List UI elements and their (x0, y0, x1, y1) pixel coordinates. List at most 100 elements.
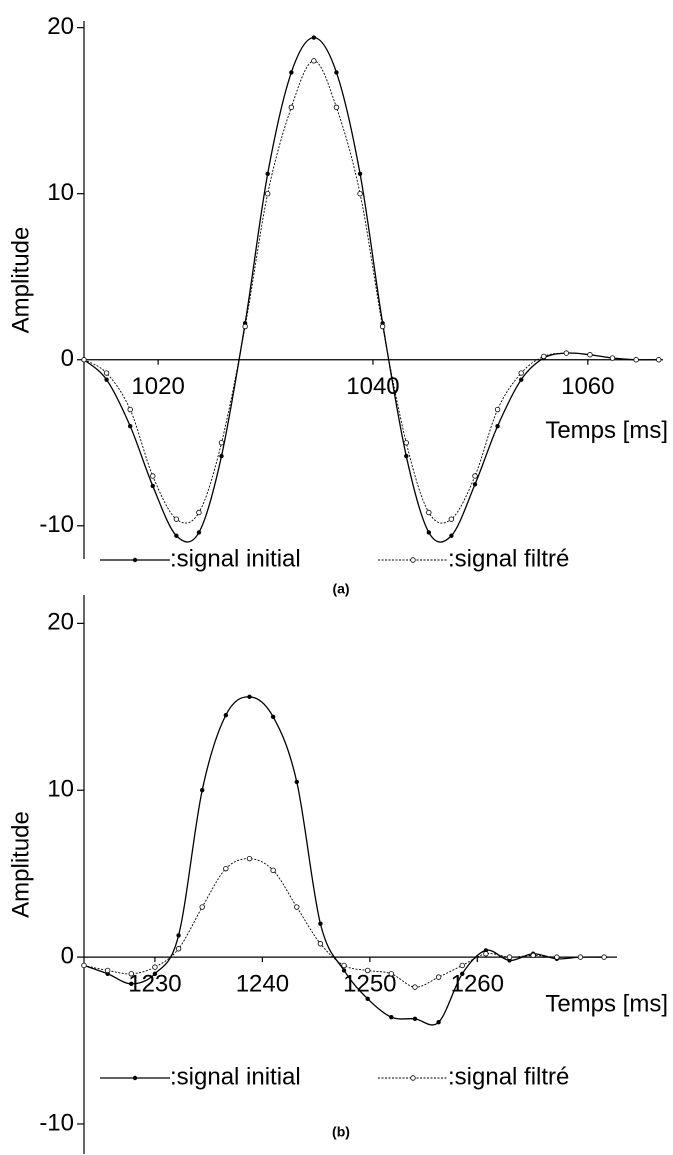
marker (264, 190, 271, 197)
marker (200, 788, 205, 793)
y-axis-label: Amplitude (7, 811, 34, 918)
marker (633, 357, 639, 363)
marker (128, 971, 134, 977)
y-tick-label: 0 (61, 345, 74, 372)
marker (132, 557, 138, 563)
x-axis-label: Temps [ms] (545, 990, 668, 1017)
y-tick-label: 10 (47, 776, 74, 803)
marker (436, 1019, 441, 1025)
marker (311, 58, 317, 64)
marker (175, 946, 182, 952)
legend-label: :signal filtré (448, 545, 569, 572)
marker (104, 967, 111, 974)
marker (357, 190, 363, 197)
marker (150, 473, 156, 479)
y-tick-label: -10 (39, 1109, 74, 1136)
marker (265, 171, 270, 176)
marker (294, 904, 300, 910)
marker (270, 714, 276, 720)
marker (196, 530, 202, 535)
marker (341, 962, 347, 969)
marker (519, 377, 524, 382)
marker (246, 855, 253, 862)
marker (495, 423, 500, 429)
x-tick-label: 1020 (131, 373, 184, 400)
legend-label: :signal initial (170, 545, 301, 572)
marker (127, 406, 133, 413)
marker (563, 350, 570, 356)
x-tick-label: 1060 (561, 373, 614, 400)
caption: (a) (332, 581, 349, 597)
x-tick-label: 1040 (346, 373, 399, 400)
y-tick-label: -10 (39, 511, 74, 538)
marker (426, 509, 432, 516)
series-line (83, 36, 659, 543)
y-tick-label: 20 (47, 13, 74, 40)
y-tick-label: 20 (47, 609, 74, 636)
marker (426, 530, 432, 535)
marker (449, 533, 454, 538)
marker (379, 323, 386, 330)
marker (410, 1075, 416, 1081)
marker (196, 509, 202, 516)
marker (288, 104, 295, 111)
marker (365, 996, 370, 1002)
x-axis-label: Temps [ms] (545, 417, 668, 444)
marker (223, 712, 229, 718)
y-tick-label: 10 (47, 179, 74, 206)
marker (609, 355, 616, 361)
marker (174, 533, 179, 538)
legend-label: :signal initial (170, 1063, 301, 1090)
marker (199, 904, 205, 910)
marker (311, 35, 317, 40)
marker (270, 867, 276, 874)
marker (247, 694, 252, 699)
marker (223, 865, 229, 872)
marker (152, 971, 158, 976)
marker (334, 70, 339, 75)
marker (577, 954, 584, 960)
marker (242, 323, 248, 330)
marker (333, 104, 340, 111)
marker (472, 482, 478, 487)
marker (460, 971, 465, 976)
marker (294, 779, 299, 785)
marker (435, 974, 442, 980)
marker (412, 984, 418, 990)
x-tick-label: 1260 (451, 970, 504, 997)
marker (404, 453, 409, 459)
marker (317, 941, 324, 947)
marker (219, 453, 224, 459)
marker (472, 473, 478, 479)
marker (127, 423, 133, 429)
marker (656, 357, 662, 363)
marker (152, 964, 158, 970)
marker (459, 962, 465, 969)
marker (518, 370, 524, 376)
marker (176, 933, 181, 938)
marker (412, 1016, 418, 1022)
marker (103, 370, 110, 376)
legend-label: :signal filtré (448, 1063, 569, 1090)
marker (341, 968, 347, 973)
marker (506, 954, 513, 960)
caption: (b) (332, 1124, 350, 1140)
x-tick-label: 1250 (343, 970, 396, 997)
x-tick-label: 1240 (236, 970, 289, 997)
marker (587, 352, 593, 358)
marker (388, 971, 395, 977)
y-axis-label: Amplitude (7, 227, 34, 334)
marker (218, 440, 225, 446)
marker (494, 406, 501, 413)
marker (541, 353, 547, 360)
marker (389, 1014, 394, 1020)
y-tick-label: 0 (61, 942, 74, 969)
marker (554, 954, 560, 960)
marker (81, 962, 87, 969)
marker (601, 954, 607, 960)
marker (129, 981, 134, 986)
marker (448, 516, 455, 522)
marker (104, 377, 109, 382)
